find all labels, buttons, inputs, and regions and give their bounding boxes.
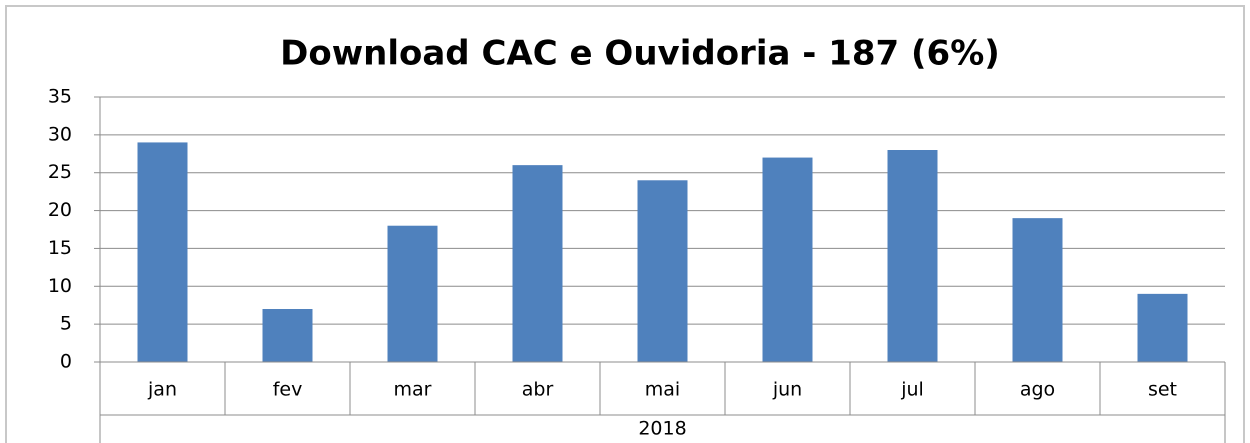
- y-tick-label: 5: [60, 313, 72, 335]
- y-tick-label: 20: [48, 199, 72, 221]
- bar: [262, 309, 313, 362]
- y-tick-label: 0: [60, 351, 72, 373]
- bar: [637, 180, 688, 362]
- x-tick-label: set: [1148, 379, 1177, 401]
- x-tick-label: jan: [147, 379, 177, 401]
- bar: [762, 157, 813, 362]
- x-tick-label: mar: [394, 379, 432, 401]
- bar: [1012, 218, 1063, 362]
- bar: [387, 225, 438, 362]
- x-tick-label: abr: [522, 379, 554, 401]
- chart-title: Download CAC e Ouvidoria - 187 (6%): [280, 34, 1000, 74]
- bar: [1137, 293, 1188, 362]
- y-tick-label: 30: [48, 123, 72, 145]
- x-tick-label: mai: [645, 379, 680, 401]
- bar: [887, 150, 938, 362]
- x-tick-label: jul: [900, 379, 924, 401]
- bar: [137, 142, 188, 362]
- x-tick-label: fev: [273, 379, 303, 401]
- y-tick-label: 15: [48, 237, 72, 259]
- x-group-label: 2018: [638, 418, 686, 440]
- y-tick-label: 35: [48, 86, 72, 108]
- bar: [512, 165, 563, 362]
- x-tick-label: ago: [1020, 379, 1055, 401]
- y-tick-label: 25: [48, 161, 72, 183]
- y-tick-label: 10: [48, 275, 72, 297]
- x-tick-label: jun: [772, 379, 802, 401]
